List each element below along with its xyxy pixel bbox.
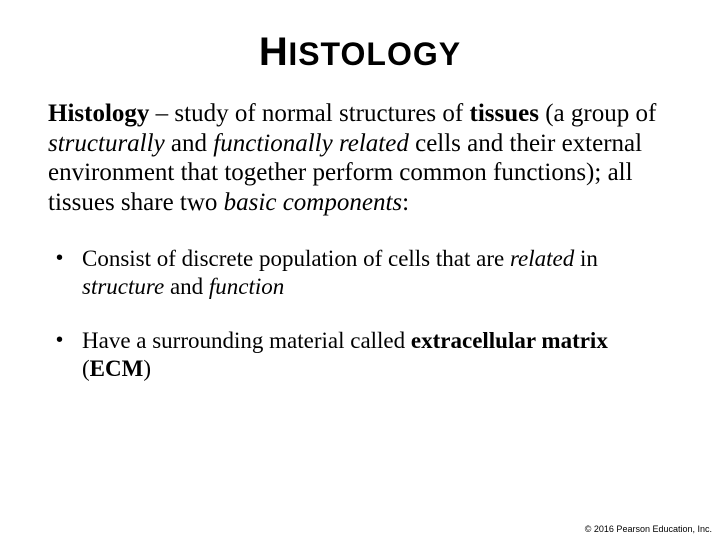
slide-title: HISTOLOGY — [48, 30, 672, 75]
list-item: Have a surrounding material called extra… — [48, 327, 672, 383]
bullet-italic: function — [209, 274, 284, 299]
term-histology: Histology — [48, 100, 149, 127]
bullet-text: Consist of discrete population of cells … — [82, 246, 510, 271]
bullet-text: ) — [143, 356, 151, 381]
intro-italic: functionally — [213, 130, 332, 157]
bullet-text: ( — [82, 356, 90, 381]
intro-text: and — [165, 130, 214, 157]
bullet-italic: related — [510, 246, 574, 271]
bullet-italic: structure — [82, 274, 164, 299]
title-initial-cap: H — [259, 30, 288, 74]
intro-italic: related — [339, 130, 409, 157]
bullet-list: Consist of discrete population of cells … — [48, 245, 672, 383]
bullet-text: and — [164, 274, 209, 299]
bullet-text: in — [574, 246, 598, 271]
list-item: Consist of discrete population of cells … — [48, 245, 672, 301]
term-ecm-short: ECM — [90, 356, 144, 381]
intro-italic: structurally — [48, 130, 165, 157]
intro-text: (a group of — [539, 100, 656, 127]
slide: HISTOLOGY Histology – study of normal st… — [0, 0, 720, 540]
title-rest: ISTOLOGY — [288, 36, 461, 72]
intro-italic: basic components — [224, 189, 402, 216]
bullet-text: Have a surrounding material called — [82, 328, 411, 353]
intro-text: : — [402, 189, 409, 216]
term-ecm-long: extracellular matrix — [411, 328, 608, 353]
copyright-notice: © 2016 Pearson Education, Inc. — [585, 524, 712, 534]
intro-paragraph: Histology – study of normal structures o… — [48, 99, 672, 217]
intro-text: – study of normal structures of — [149, 100, 469, 127]
term-tissues: tissues — [470, 100, 539, 127]
